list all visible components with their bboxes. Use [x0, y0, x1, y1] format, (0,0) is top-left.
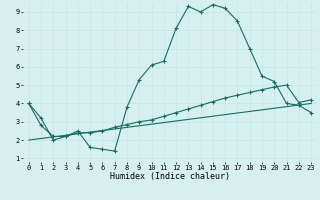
X-axis label: Humidex (Indice chaleur): Humidex (Indice chaleur) — [110, 172, 230, 181]
